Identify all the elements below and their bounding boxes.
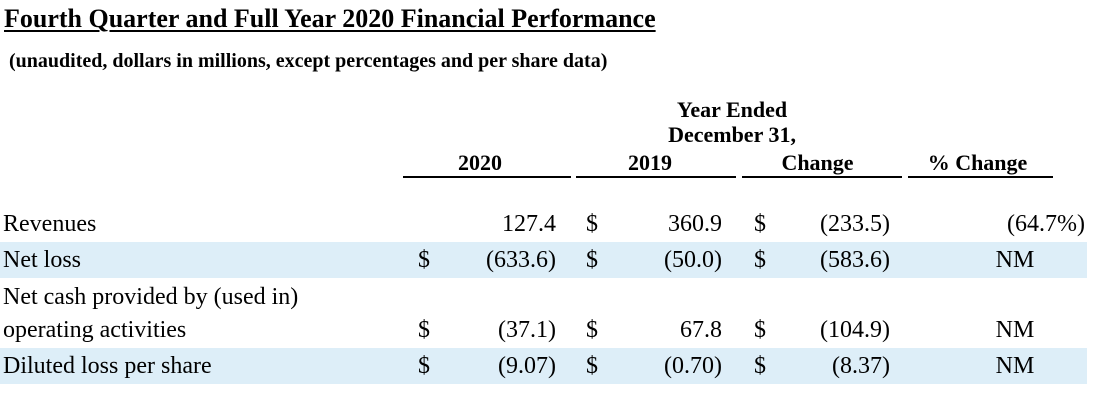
value-change: (8.37) bbox=[832, 353, 890, 379]
column-header-2019: 2019 bbox=[628, 150, 672, 175]
currency-2019: $ bbox=[586, 353, 598, 379]
value-2019: 360.9 bbox=[668, 211, 722, 237]
currency-change: $ bbox=[754, 247, 766, 273]
row-label-line1: Net cash provided by (used in) bbox=[3, 284, 299, 310]
value-2019: (50.0) bbox=[664, 247, 722, 273]
currency-2020: $ bbox=[418, 353, 430, 379]
value-2020: (37.1) bbox=[498, 317, 556, 343]
table-row-operating-cash: operating activities $ (37.1) $ 67.8 $ (… bbox=[0, 312, 1087, 348]
value-pct-change: NM bbox=[995, 317, 1035, 343]
header-underline-2020 bbox=[403, 176, 571, 178]
currency-2020: $ bbox=[418, 247, 430, 273]
value-2019: 67.8 bbox=[680, 317, 722, 343]
currency-2019: $ bbox=[586, 211, 598, 237]
row-label: Net loss bbox=[3, 247, 81, 273]
currency-change: $ bbox=[754, 317, 766, 343]
header-underline-change bbox=[742, 176, 902, 178]
currency-change: $ bbox=[754, 211, 766, 237]
row-label: Diluted loss per share bbox=[3, 353, 212, 379]
value-change: (583.6) bbox=[820, 247, 890, 273]
period-header-line1: Year Ended bbox=[676, 97, 788, 122]
header-underline-2019 bbox=[576, 176, 736, 178]
currency-change: $ bbox=[754, 353, 766, 379]
value-pct-change: NM bbox=[995, 247, 1035, 273]
value-change: (233.5) bbox=[820, 211, 890, 237]
row-label: operating activities bbox=[3, 317, 187, 343]
table-row-revenues: Revenues 127.4 $ 360.9 $ (233.5) (64.7%) bbox=[0, 206, 1087, 242]
row-label: Revenues bbox=[3, 211, 97, 237]
page-title: Fourth Quarter and Full Year 2020 Financ… bbox=[4, 4, 656, 33]
column-header-2020: 2020 bbox=[458, 150, 502, 175]
table-row-diluted-loss-per-share: Diluted loss per share $ (9.07) $ (0.70)… bbox=[0, 348, 1087, 384]
currency-2019: $ bbox=[586, 317, 598, 343]
period-header-line2: December 31, bbox=[668, 122, 796, 147]
currency-2020: $ bbox=[418, 317, 430, 343]
value-change: (104.9) bbox=[820, 317, 890, 343]
column-header-pct-change: % Change bbox=[927, 150, 1028, 175]
column-header-change: Change bbox=[781, 150, 854, 175]
value-2020: (9.07) bbox=[498, 353, 556, 379]
value-pct-change: NM bbox=[995, 353, 1035, 379]
header-underline-pct-change bbox=[908, 176, 1053, 178]
value-2020: 127.4 bbox=[502, 211, 556, 237]
table-row-net-loss: Net loss $ (633.6) $ (50.0) $ (583.6) NM bbox=[0, 242, 1087, 278]
page-subtitle: (unaudited, dollars in millions, except … bbox=[9, 50, 608, 72]
value-2019: (0.70) bbox=[664, 353, 722, 379]
currency-2019: $ bbox=[586, 247, 598, 273]
value-pct-change: (64.7%) bbox=[1007, 211, 1085, 237]
value-2020: (633.6) bbox=[486, 247, 556, 273]
